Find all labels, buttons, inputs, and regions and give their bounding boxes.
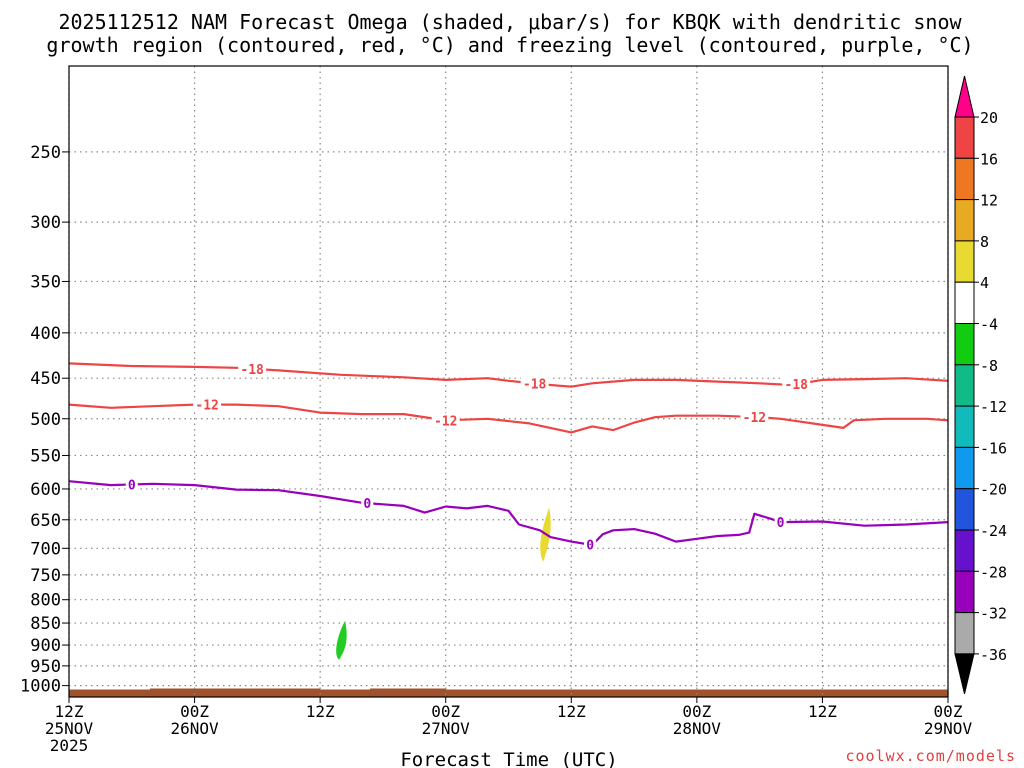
colorbar-label: -36 bbox=[980, 646, 1007, 664]
contour-label: -18 bbox=[785, 378, 809, 393]
y-tick-label: 550 bbox=[30, 446, 61, 466]
y-tick-label: 650 bbox=[30, 511, 61, 531]
x-tick-label: 25NOV bbox=[45, 719, 94, 738]
colorbar-top-triangle bbox=[954, 75, 975, 118]
contour-line bbox=[68, 480, 949, 547]
colorbar-label: 8 bbox=[980, 233, 989, 251]
x-tick-label: 00Z bbox=[431, 702, 460, 721]
x-axis-label: Forecast Time (UTC) bbox=[400, 749, 617, 768]
y-tick-label: 500 bbox=[30, 410, 61, 430]
contour-label-bg bbox=[782, 377, 811, 392]
colorbar-band bbox=[954, 157, 975, 201]
plot-area: 2503003504004505005506006507007508008509… bbox=[20, 65, 1007, 755]
credit-text: coolwx.com/models bbox=[845, 747, 1016, 765]
contour-label-bg bbox=[740, 410, 769, 425]
y-tick-label: 600 bbox=[30, 480, 61, 500]
contour-label: -12 bbox=[434, 414, 457, 429]
colorbar-band bbox=[954, 364, 975, 407]
colorbar-label: -24 bbox=[980, 522, 1007, 540]
contour-label: -12 bbox=[195, 399, 218, 414]
colorbar-band bbox=[954, 570, 975, 614]
contour-label: 0 bbox=[128, 478, 136, 493]
contour-label: -18 bbox=[523, 377, 547, 392]
colorbar-bottom-triangle bbox=[954, 653, 975, 695]
x-tick-label: 00Z bbox=[682, 702, 711, 721]
chart-title-line2: growth region (contoured, red, °C) and f… bbox=[46, 33, 973, 57]
contour-label-bg bbox=[193, 397, 222, 412]
contour-label-bg bbox=[125, 477, 138, 492]
colorbar-label: -12 bbox=[980, 398, 1007, 416]
contour-line bbox=[68, 362, 949, 388]
y-tick-label: 800 bbox=[30, 591, 61, 611]
contour-label: -12 bbox=[743, 411, 766, 426]
contour-label-bg bbox=[584, 537, 597, 552]
contour-label-bg bbox=[520, 376, 549, 391]
omega-shaded-region bbox=[336, 620, 347, 660]
colorbar-label: -20 bbox=[980, 481, 1007, 499]
x-tick-label: 27NOV bbox=[422, 719, 471, 738]
colorbar-label: 12 bbox=[980, 192, 998, 210]
colorbar-band bbox=[954, 116, 975, 159]
y-tick-label: 250 bbox=[30, 143, 61, 163]
colorbar-band bbox=[954, 529, 975, 572]
contour-label: 0 bbox=[586, 539, 594, 554]
colorbar-band bbox=[954, 281, 975, 325]
y-tick-label: 450 bbox=[30, 369, 61, 389]
terrain-fill bbox=[69, 688, 948, 697]
y-tick-label: 1000 bbox=[20, 677, 61, 697]
contour-label: 0 bbox=[777, 516, 785, 531]
x-tick-label: 26NOV bbox=[170, 719, 219, 738]
x-tick-label: 12Z bbox=[55, 702, 84, 721]
contour-label: -18 bbox=[240, 363, 264, 378]
y-tick-label: 350 bbox=[30, 272, 61, 292]
colorbar-band bbox=[954, 488, 975, 531]
x-tick-label: 12Z bbox=[306, 702, 335, 721]
y-tick-label: 700 bbox=[30, 539, 61, 559]
colorbar-band bbox=[954, 199, 975, 242]
colorbar-label: 20 bbox=[980, 109, 998, 127]
contour-line bbox=[68, 403, 949, 434]
y-tick-label: 850 bbox=[30, 614, 61, 634]
contour-label-bg bbox=[431, 413, 460, 428]
colorbar-label: -28 bbox=[980, 563, 1007, 581]
x-tick-label: 00Z bbox=[934, 702, 963, 721]
colorbar-band bbox=[954, 446, 975, 490]
colorbar-label: -8 bbox=[980, 357, 998, 375]
y-tick-label: 300 bbox=[30, 213, 61, 233]
x-tick-label: 29NOV bbox=[924, 719, 973, 738]
colorbar-band bbox=[954, 240, 975, 283]
x-tick-label: 28NOV bbox=[673, 719, 722, 738]
colorbar-label: 16 bbox=[980, 150, 998, 168]
colorbar: 20 16 12 8 4 -4 -8 -12 -16 -20 -24 -28 -32 -36 bbox=[954, 75, 1007, 695]
colorbar-label: -16 bbox=[980, 439, 1007, 457]
x-tick-label: 12Z bbox=[557, 702, 586, 721]
x-tick-label: 12Z bbox=[808, 702, 837, 721]
colorbar-label: 4 bbox=[980, 274, 989, 292]
chart-title-line1: 2025112512 NAM Forecast Omega (shaded, μ… bbox=[58, 10, 962, 34]
contour-label-bg bbox=[774, 515, 787, 530]
y-tick-label: 900 bbox=[30, 636, 61, 656]
colorbar-band bbox=[954, 405, 975, 448]
contour-label-bg bbox=[361, 496, 374, 511]
x-tick-label: 00Z bbox=[180, 702, 209, 721]
plot-frame bbox=[68, 65, 949, 698]
colorbar-band bbox=[954, 323, 975, 366]
y-tick-label: 950 bbox=[30, 657, 61, 677]
contour-label-bg bbox=[238, 361, 267, 376]
colorbar-label: -32 bbox=[980, 605, 1007, 623]
y-tick-label: 750 bbox=[30, 566, 61, 586]
colorbar-label: -4 bbox=[980, 316, 998, 334]
y-tick-label: 400 bbox=[30, 324, 61, 344]
contour-label: 0 bbox=[363, 497, 371, 512]
x-tick-label: 2025 bbox=[50, 736, 89, 755]
colorbar-band bbox=[954, 612, 975, 655]
